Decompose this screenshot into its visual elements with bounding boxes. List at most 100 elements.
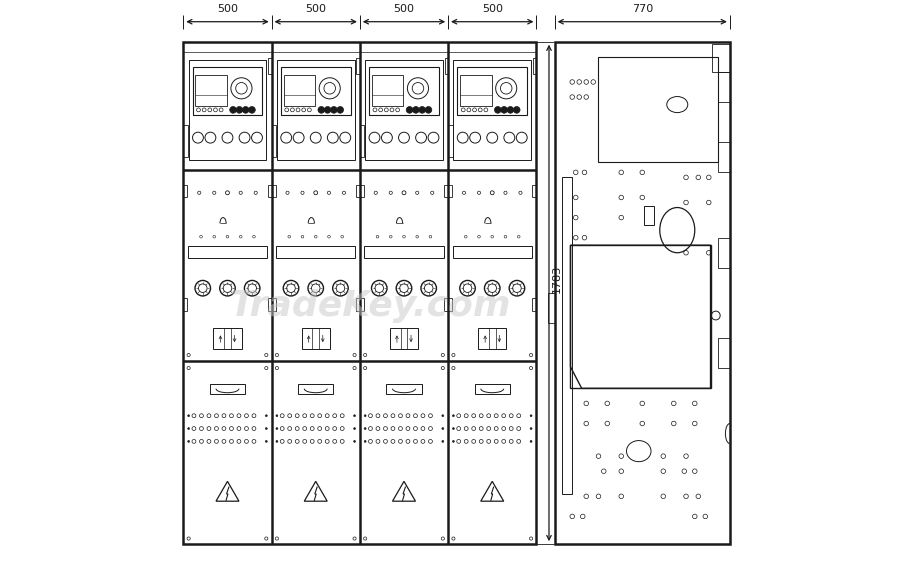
Circle shape <box>452 440 454 443</box>
Circle shape <box>529 415 531 417</box>
Circle shape <box>405 107 413 113</box>
Circle shape <box>276 415 278 417</box>
Bar <box>372 75 403 106</box>
Bar <box>355 185 360 197</box>
Bar <box>183 42 536 544</box>
Circle shape <box>500 107 507 113</box>
Circle shape <box>324 107 331 113</box>
Circle shape <box>507 107 513 113</box>
Bar <box>369 67 438 115</box>
Circle shape <box>353 415 355 417</box>
Bar <box>192 67 262 115</box>
Bar <box>452 246 531 258</box>
Bar <box>711 44 729 72</box>
Bar <box>183 42 536 52</box>
Circle shape <box>418 107 425 113</box>
Bar <box>598 57 717 162</box>
Bar <box>444 185 447 197</box>
Circle shape <box>265 428 267 429</box>
Circle shape <box>276 428 278 429</box>
Bar <box>447 185 452 197</box>
Bar <box>360 185 363 197</box>
Circle shape <box>452 415 454 417</box>
Circle shape <box>242 107 249 113</box>
Circle shape <box>441 440 444 443</box>
Bar <box>183 185 187 197</box>
Circle shape <box>188 440 189 443</box>
Circle shape <box>265 440 267 443</box>
Bar <box>356 58 360 74</box>
Bar <box>532 58 536 74</box>
Circle shape <box>425 107 431 113</box>
Circle shape <box>529 440 531 443</box>
Circle shape <box>412 107 419 113</box>
Bar <box>363 246 444 258</box>
Bar <box>717 143 729 173</box>
Circle shape <box>363 428 365 429</box>
Circle shape <box>336 107 343 113</box>
Circle shape <box>513 107 519 113</box>
Circle shape <box>353 440 355 443</box>
Circle shape <box>363 440 365 443</box>
Circle shape <box>363 415 365 417</box>
Circle shape <box>230 107 236 113</box>
Bar <box>643 206 653 225</box>
Bar <box>477 328 506 349</box>
Bar <box>447 298 452 311</box>
Circle shape <box>188 428 189 429</box>
Circle shape <box>452 428 454 429</box>
Text: 500: 500 <box>217 4 238 14</box>
Circle shape <box>249 107 255 113</box>
Circle shape <box>330 107 337 113</box>
Bar <box>271 185 275 197</box>
Circle shape <box>236 107 242 113</box>
Bar <box>271 298 275 311</box>
Bar <box>268 58 271 74</box>
Circle shape <box>353 428 355 429</box>
Bar <box>459 75 491 106</box>
Bar <box>548 293 554 323</box>
Bar <box>717 338 729 368</box>
Text: 500: 500 <box>305 4 326 14</box>
Text: 1783: 1783 <box>551 265 561 293</box>
Bar <box>456 67 527 115</box>
Bar <box>570 245 710 388</box>
Bar <box>444 298 447 311</box>
Bar <box>298 384 333 394</box>
Bar <box>188 246 267 258</box>
Bar <box>355 298 360 311</box>
Bar <box>277 60 354 160</box>
Bar <box>213 328 241 349</box>
Bar <box>360 298 363 311</box>
Bar <box>360 125 363 157</box>
Bar <box>474 384 509 394</box>
Circle shape <box>441 415 444 417</box>
Circle shape <box>529 428 531 429</box>
Bar <box>267 185 271 197</box>
Text: 770: 770 <box>631 4 652 14</box>
Bar <box>532 298 536 311</box>
Circle shape <box>188 415 189 417</box>
Text: 500: 500 <box>393 4 414 14</box>
Bar <box>532 185 536 197</box>
Bar <box>453 60 530 160</box>
Bar <box>271 125 276 157</box>
Bar <box>283 75 314 106</box>
Bar <box>183 125 188 157</box>
Text: 500: 500 <box>481 4 502 14</box>
Bar <box>554 42 729 544</box>
Bar <box>302 328 330 349</box>
Circle shape <box>494 107 501 113</box>
Circle shape <box>318 107 324 113</box>
Bar <box>267 298 271 311</box>
Bar <box>189 60 266 160</box>
Circle shape <box>265 415 267 417</box>
Bar <box>183 298 187 311</box>
Circle shape <box>441 428 444 429</box>
Bar <box>195 75 227 106</box>
Bar <box>364 60 443 160</box>
Bar <box>210 384 245 394</box>
Bar <box>561 177 571 494</box>
Bar <box>281 67 351 115</box>
Bar <box>444 58 447 74</box>
